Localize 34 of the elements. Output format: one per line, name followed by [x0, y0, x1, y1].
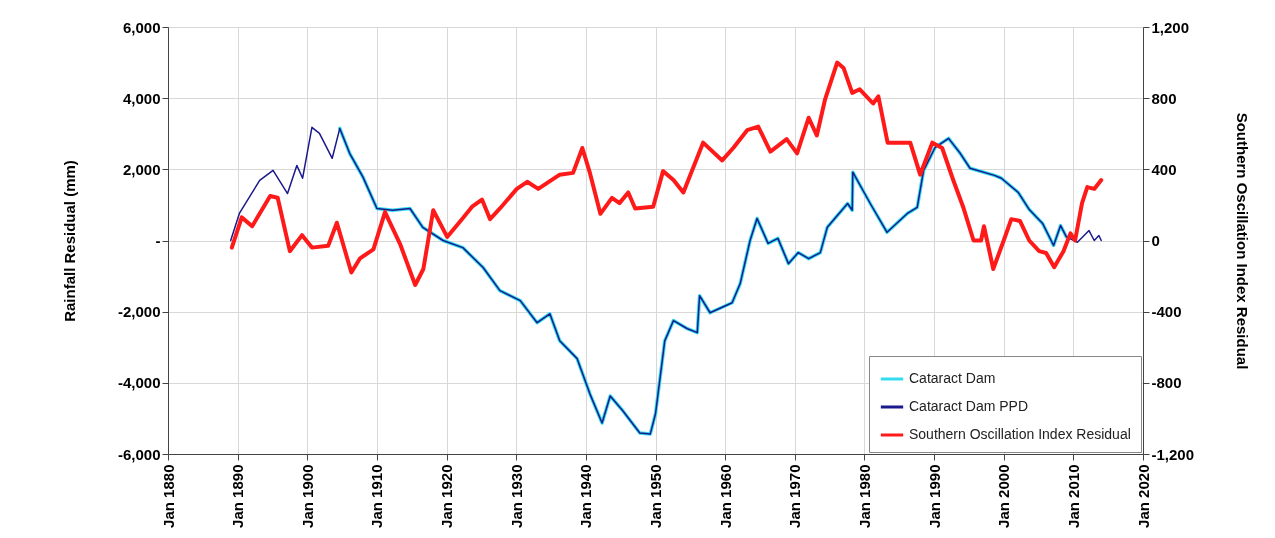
x-tick-label: Jan 1910 — [368, 464, 386, 528]
x-tick-label: Jan 1930 — [507, 464, 525, 528]
x-tick-label: Jan 1980 — [855, 464, 873, 528]
x-tick-label: Jan 2020 — [1134, 464, 1152, 528]
y-axis-title: Rainfall Residual (mm) — [60, 160, 78, 322]
y-tick-label: -2,000 — [117, 303, 161, 321]
y2-tick-label: 800 — [1151, 89, 1177, 107]
x-tick-label: Jan 1960 — [716, 464, 734, 528]
x-tick-label: Jan 1990 — [925, 464, 943, 528]
y-tick-label: 6,000 — [122, 18, 161, 36]
y2-axis-title: Southern Oscillation Index Residual — [1234, 112, 1252, 370]
x-tick-label: Jan 1890 — [229, 464, 247, 528]
x-tick-label: Jan 1970 — [786, 464, 804, 528]
y2-tick-label: -1,200 — [1151, 445, 1195, 463]
y2-tick-label: 1,200 — [1151, 18, 1190, 36]
y-tick-label: -4,000 — [117, 374, 161, 392]
y2-tick-label: -800 — [1151, 374, 1182, 392]
y2-tick-label: 400 — [1151, 160, 1177, 178]
x-tick-label: Jan 1950 — [647, 464, 664, 528]
legend-label: Cataract Dam PPD — [909, 398, 1029, 414]
y-tick-label: 4,000 — [122, 89, 161, 107]
x-tick-label: Jan 1940 — [577, 464, 595, 528]
x-tick-label: Jan 1900 — [298, 464, 316, 528]
y2-tick-label: -400 — [1151, 303, 1182, 321]
y2-tick-label: 0 — [1151, 232, 1160, 249]
x-tick-label: Jan 1920 — [438, 464, 456, 528]
y-tick-label: - — [155, 232, 161, 249]
x-tick-label: Jan 2010 — [1064, 464, 1082, 528]
x-tick-label: Jan 2000 — [995, 464, 1013, 528]
y-tick-label: -6,000 — [117, 445, 161, 463]
x-tick-label: Jan 1880 — [159, 464, 177, 528]
y-tick-label: 2,000 — [122, 160, 161, 178]
legend-label: Southern Oscillation Index Residual — [909, 426, 1131, 442]
legend-label: Cataract Dam — [909, 370, 996, 386]
